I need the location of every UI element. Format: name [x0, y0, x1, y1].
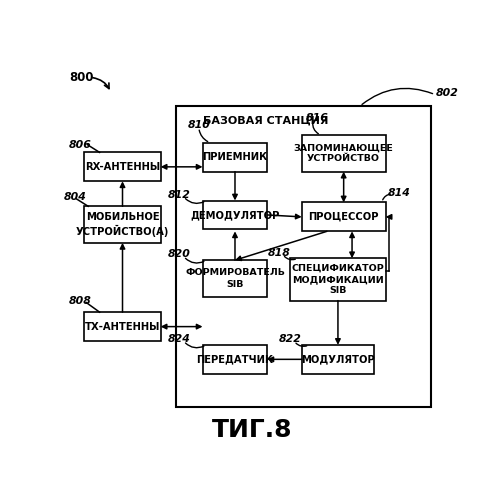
- Text: 814: 814: [388, 188, 410, 198]
- Text: 816: 816: [306, 113, 328, 122]
- Bar: [203, 143, 268, 172]
- Bar: [85, 206, 161, 243]
- Text: ПЕРЕДАТЧИК: ПЕРЕДАТЧИК: [196, 354, 274, 364]
- Bar: [302, 345, 374, 374]
- Text: ЗАПОМИНАЮЩЕЕ
УСТРОЙСТВО: ЗАПОМИНАЮЩЕЕ УСТРОЙСТВО: [294, 144, 394, 164]
- Bar: [203, 345, 268, 374]
- Text: 810: 810: [187, 120, 210, 130]
- Text: 804: 804: [63, 192, 86, 202]
- Text: 824: 824: [168, 334, 191, 344]
- Text: ΤИГ.8: ΤИГ.8: [212, 418, 292, 442]
- Bar: [302, 202, 386, 232]
- Text: 800: 800: [69, 71, 93, 84]
- Text: 802: 802: [436, 88, 459, 98]
- Text: МОДУЛЯТОР: МОДУЛЯТОР: [301, 354, 375, 364]
- Text: RX-АНТЕННЫ: RX-АНТЕННЫ: [85, 162, 160, 172]
- Text: 818: 818: [268, 248, 290, 258]
- Bar: [85, 152, 161, 182]
- Text: ПРОЦЕССОР: ПРОЦЕССОР: [308, 212, 379, 222]
- Text: ФОРМИРОВАТЕЛЬ
SIB: ФОРМИРОВАТЕЛЬ SIB: [185, 268, 285, 288]
- Bar: [176, 106, 431, 406]
- Text: ПРИЕМНИК: ПРИЕМНИК: [202, 152, 268, 162]
- Text: СПЕЦИФИКАТОР
МОДИФИКАЦИИ
SIB: СПЕЦИФИКАТОР МОДИФИКАЦИИ SIB: [292, 264, 384, 295]
- Text: БАЗОВАЯ СТАНЦИЯ: БАЗОВАЯ СТАНЦИЯ: [203, 116, 328, 126]
- Text: 812: 812: [168, 190, 191, 200]
- Text: 806: 806: [69, 140, 92, 149]
- Text: 808: 808: [69, 296, 92, 306]
- Bar: [85, 312, 161, 341]
- Text: 822: 822: [279, 334, 302, 344]
- Bar: [203, 260, 268, 297]
- Text: ТХ-АНТЕННЫ: ТХ-АНТЕННЫ: [85, 322, 160, 332]
- Text: МОБИЛЬНОЕ
УСТРОЙСТВО(А): МОБИЛЬНОЕ УСТРОЙСТВО(А): [76, 212, 169, 237]
- Bar: [302, 135, 386, 172]
- Bar: [203, 200, 268, 230]
- Bar: [290, 258, 386, 300]
- Text: 820: 820: [168, 250, 191, 260]
- Text: ДЕМОДУЛЯТОР: ДЕМОДУЛЯТОР: [190, 210, 279, 220]
